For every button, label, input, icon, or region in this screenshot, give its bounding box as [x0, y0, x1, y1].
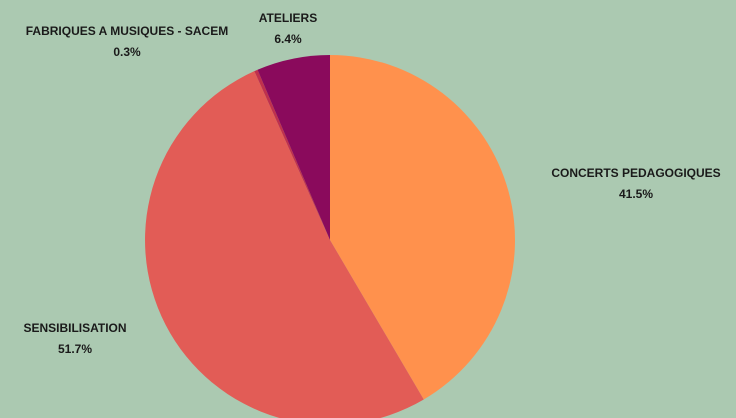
slice-value-sensibilisation: 51.7% [58, 342, 92, 356]
pie-slice-sensibilisation [145, 71, 424, 418]
slice-label-ateliers: ATELIERS [259, 11, 317, 25]
pie-slices [145, 55, 515, 418]
pie-slice-concerts-pedagogiques [330, 55, 515, 400]
slice-value-fabriques-a-musiques-sacem: 0.3% [113, 45, 141, 59]
slice-label-concerts-pedagogiques: CONCERTS PEDAGOGIQUES [551, 166, 720, 180]
slice-value-ateliers: 6.4% [274, 32, 302, 46]
slice-label-fabriques-a-musiques-sacem: FABRIQUES A MUSIQUES - SACEM [26, 24, 228, 38]
slice-value-concerts-pedagogiques: 41.5% [619, 187, 653, 201]
pie-slice-ateliers [257, 55, 330, 240]
slice-label-sensibilisation: SENSIBILISATION [23, 321, 126, 335]
pie-slice-fabriques-a-musiques-sacem [254, 69, 330, 240]
